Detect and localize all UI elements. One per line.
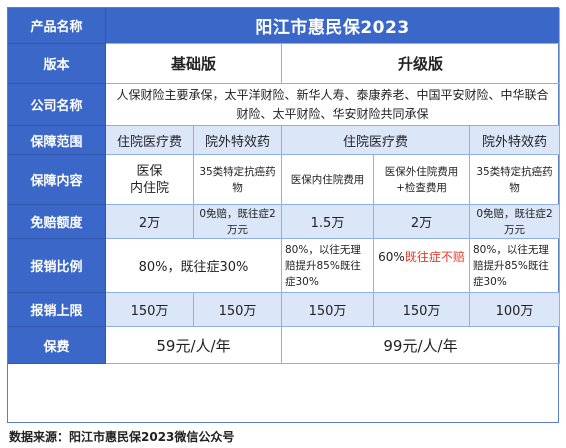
content-basic-outpatient: 35类特定抗癌药物 <box>194 155 282 205</box>
deductible-upgrade-inpatient-1: 1.5万 <box>282 205 374 239</box>
row-label-content: 保障内容 <box>8 155 106 205</box>
scope-upgrade-outpatient: 院外特效药 <box>470 126 560 155</box>
scope-basic-outpatient: 院外特效药 <box>194 126 282 155</box>
limit-upgrade-inpatient-2: 150万 <box>374 293 470 327</box>
ratio-upgrade-inpatient-2: 60%既往症不赔 <box>374 239 470 293</box>
scope-upgrade-inpatient: 住院医疗费 <box>282 126 470 155</box>
row-label-premium: 保费 <box>8 327 106 364</box>
ratio-upgrade-outpatient: 80%，以往无理赔提升85%既往症30% <box>470 239 560 293</box>
content-upgrade-inpatient-2: 医保外住院费用+检查费用 <box>374 155 470 205</box>
data-source-note: 数据来源：阳江市惠民保2023微信公众号 <box>9 430 235 444</box>
deductible-upgrade-inpatient-2: 2万 <box>374 205 470 239</box>
company-text: 人保财险主要承保，太平洋财险、新华人寿、泰康养老、中国平安财险、中华联合财险、太… <box>106 84 560 126</box>
row-label-version: 版本 <box>8 44 106 84</box>
deductible-basic-inpatient: 2万 <box>106 205 194 239</box>
row-label-limit: 报销上限 <box>8 293 106 327</box>
ratio-upgrade-inpatient-1: 80%，以往无理赔提升85%既往症30% <box>282 239 374 293</box>
content-basic-inpatient: 医保 内住院 <box>106 155 194 205</box>
content-upgrade-outpatient: 35类特定抗癌药物 <box>470 155 560 205</box>
row-label-scope: 保障范围 <box>8 126 106 155</box>
ratio-upgrade-inpatient-2-value: 60% <box>378 250 405 264</box>
version-basic: 基础版 <box>106 44 282 84</box>
limit-upgrade-inpatient-1: 150万 <box>282 293 374 327</box>
deductible-basic-outpatient: 0免赔，既往症2万元 <box>194 205 282 239</box>
row-label-ratio: 报销比例 <box>8 239 106 293</box>
scope-basic-inpatient: 住院医疗费 <box>106 126 194 155</box>
ratio-upgrade-inpatient-2-note: 既往症不赔 <box>404 250 465 264</box>
limit-basic-outpatient: 150万 <box>194 293 282 327</box>
limit-basic-inpatient: 150万 <box>106 293 194 327</box>
deductible-upgrade-outpatient: 0免赔，既往症2万元 <box>470 205 560 239</box>
row-label-product: 产品名称 <box>8 8 106 44</box>
limit-upgrade-outpatient: 100万 <box>470 293 560 327</box>
comparison-table: 产品名称 阳江市惠民保2023 版本 基础版 升级版 公司名称 人保财险主要承保… <box>7 7 560 423</box>
premium-upgrade: 99元/人/年 <box>282 327 560 364</box>
product-title: 阳江市惠民保2023 <box>106 8 560 44</box>
row-label-deductible: 免赔额度 <box>8 205 106 239</box>
row-label-company: 公司名称 <box>8 84 106 126</box>
version-upgrade: 升级版 <box>282 44 560 84</box>
content-upgrade-inpatient-1: 医保内住院费用 <box>282 155 374 205</box>
premium-basic: 59元/人/年 <box>106 327 282 364</box>
ratio-basic: 80%，既往症30% <box>106 239 282 293</box>
